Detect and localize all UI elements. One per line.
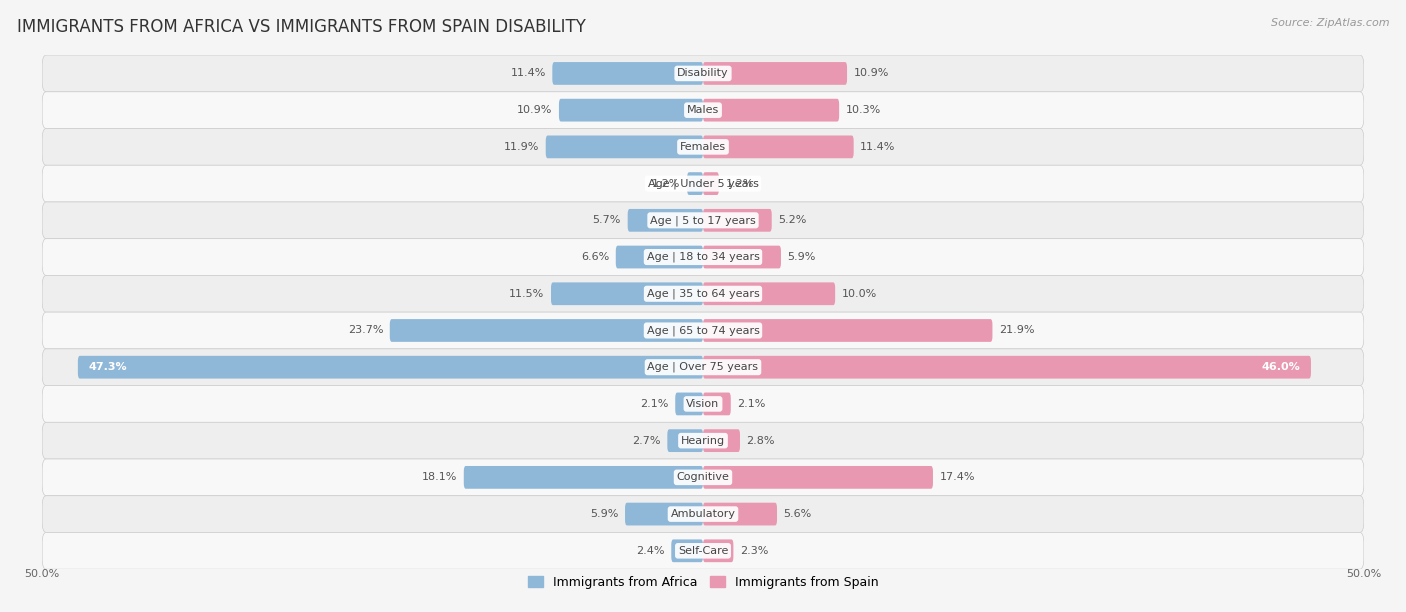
Text: Age | Under 5 years: Age | Under 5 years xyxy=(648,178,758,189)
Text: 17.4%: 17.4% xyxy=(939,472,976,482)
FancyBboxPatch shape xyxy=(703,209,772,232)
Text: 10.0%: 10.0% xyxy=(842,289,877,299)
Text: Source: ZipAtlas.com: Source: ZipAtlas.com xyxy=(1271,18,1389,28)
FancyBboxPatch shape xyxy=(42,55,1364,92)
Text: 1.2%: 1.2% xyxy=(652,179,681,188)
FancyBboxPatch shape xyxy=(42,532,1364,569)
Text: 5.2%: 5.2% xyxy=(779,215,807,225)
Text: 10.9%: 10.9% xyxy=(517,105,553,115)
FancyBboxPatch shape xyxy=(703,392,731,416)
Text: Age | 5 to 17 years: Age | 5 to 17 years xyxy=(650,215,756,226)
FancyBboxPatch shape xyxy=(703,282,835,305)
Text: 2.4%: 2.4% xyxy=(636,546,665,556)
Text: Age | 65 to 74 years: Age | 65 to 74 years xyxy=(647,325,759,336)
FancyBboxPatch shape xyxy=(42,496,1364,532)
Text: 2.1%: 2.1% xyxy=(640,399,669,409)
FancyBboxPatch shape xyxy=(42,386,1364,422)
FancyBboxPatch shape xyxy=(560,99,703,122)
Text: 1.2%: 1.2% xyxy=(725,179,754,188)
Text: 46.0%: 46.0% xyxy=(1261,362,1301,372)
FancyBboxPatch shape xyxy=(464,466,703,489)
FancyBboxPatch shape xyxy=(42,165,1364,202)
FancyBboxPatch shape xyxy=(553,62,703,85)
Text: 5.9%: 5.9% xyxy=(591,509,619,519)
Text: 11.4%: 11.4% xyxy=(510,69,546,78)
FancyBboxPatch shape xyxy=(703,356,1310,379)
Text: 6.6%: 6.6% xyxy=(581,252,609,262)
Text: 10.9%: 10.9% xyxy=(853,69,889,78)
FancyBboxPatch shape xyxy=(42,312,1364,349)
Text: 5.9%: 5.9% xyxy=(787,252,815,262)
FancyBboxPatch shape xyxy=(42,129,1364,165)
FancyBboxPatch shape xyxy=(703,135,853,159)
FancyBboxPatch shape xyxy=(703,319,993,342)
Text: Cognitive: Cognitive xyxy=(676,472,730,482)
FancyBboxPatch shape xyxy=(42,422,1364,459)
Text: Ambulatory: Ambulatory xyxy=(671,509,735,519)
FancyBboxPatch shape xyxy=(703,245,780,269)
Text: 10.3%: 10.3% xyxy=(846,105,882,115)
FancyBboxPatch shape xyxy=(668,429,703,452)
FancyBboxPatch shape xyxy=(688,172,703,195)
Text: Age | Over 75 years: Age | Over 75 years xyxy=(648,362,758,373)
FancyBboxPatch shape xyxy=(616,245,703,269)
FancyBboxPatch shape xyxy=(42,459,1364,496)
Text: Disability: Disability xyxy=(678,69,728,78)
Text: 2.3%: 2.3% xyxy=(740,546,769,556)
FancyBboxPatch shape xyxy=(551,282,703,305)
FancyBboxPatch shape xyxy=(546,135,703,159)
Text: Hearing: Hearing xyxy=(681,436,725,446)
Text: 50.0%: 50.0% xyxy=(24,569,60,579)
FancyBboxPatch shape xyxy=(42,349,1364,386)
FancyBboxPatch shape xyxy=(42,202,1364,239)
Text: Age | 35 to 64 years: Age | 35 to 64 years xyxy=(647,288,759,299)
Text: 11.9%: 11.9% xyxy=(503,142,538,152)
FancyBboxPatch shape xyxy=(703,62,846,85)
FancyBboxPatch shape xyxy=(703,539,734,562)
Text: 23.7%: 23.7% xyxy=(347,326,384,335)
Text: 2.7%: 2.7% xyxy=(633,436,661,446)
FancyBboxPatch shape xyxy=(627,209,703,232)
FancyBboxPatch shape xyxy=(77,356,703,379)
FancyBboxPatch shape xyxy=(703,466,934,489)
FancyBboxPatch shape xyxy=(671,539,703,562)
Text: Age | 18 to 34 years: Age | 18 to 34 years xyxy=(647,252,759,263)
Text: 11.5%: 11.5% xyxy=(509,289,544,299)
Text: 5.6%: 5.6% xyxy=(783,509,811,519)
FancyBboxPatch shape xyxy=(389,319,703,342)
Text: Self-Care: Self-Care xyxy=(678,546,728,556)
Text: 2.8%: 2.8% xyxy=(747,436,775,446)
Text: 18.1%: 18.1% xyxy=(422,472,457,482)
FancyBboxPatch shape xyxy=(675,392,703,416)
FancyBboxPatch shape xyxy=(703,502,778,526)
FancyBboxPatch shape xyxy=(42,92,1364,129)
Text: 11.4%: 11.4% xyxy=(860,142,896,152)
Text: 50.0%: 50.0% xyxy=(1346,569,1382,579)
Text: Males: Males xyxy=(688,105,718,115)
FancyBboxPatch shape xyxy=(703,172,718,195)
Text: 2.1%: 2.1% xyxy=(737,399,766,409)
Text: 47.3%: 47.3% xyxy=(89,362,127,372)
Text: IMMIGRANTS FROM AFRICA VS IMMIGRANTS FROM SPAIN DISABILITY: IMMIGRANTS FROM AFRICA VS IMMIGRANTS FRO… xyxy=(17,18,586,36)
Text: Females: Females xyxy=(681,142,725,152)
Text: 21.9%: 21.9% xyxy=(1000,326,1035,335)
FancyBboxPatch shape xyxy=(703,429,740,452)
FancyBboxPatch shape xyxy=(42,275,1364,312)
FancyBboxPatch shape xyxy=(42,239,1364,275)
Text: Vision: Vision xyxy=(686,399,720,409)
Text: 5.7%: 5.7% xyxy=(593,215,621,225)
Legend: Immigrants from Africa, Immigrants from Spain: Immigrants from Africa, Immigrants from … xyxy=(523,571,883,594)
FancyBboxPatch shape xyxy=(703,99,839,122)
FancyBboxPatch shape xyxy=(626,502,703,526)
